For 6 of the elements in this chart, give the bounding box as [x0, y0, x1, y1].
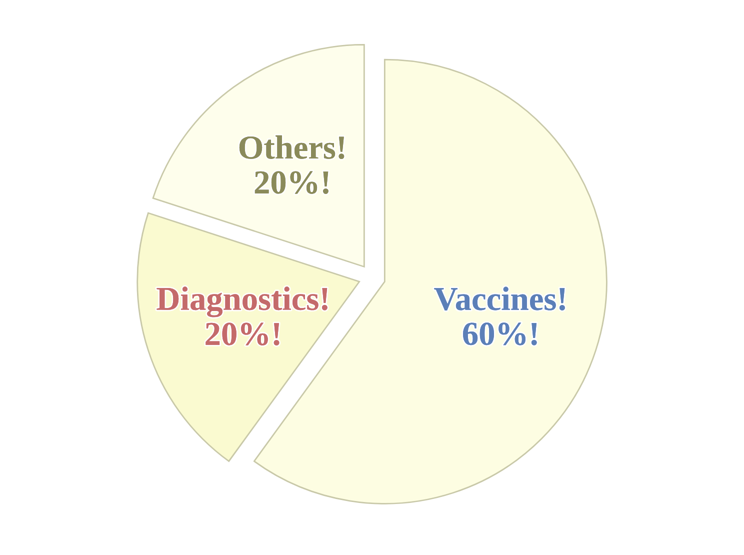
slice-label: Others! [239, 135, 344, 160]
slice-label: Vaccines! [434, 286, 565, 310]
slice-label: Diagnostics! [156, 286, 328, 318]
data-label: 20%! [206, 322, 280, 346]
data-label: 20%! [254, 171, 328, 194]
data-label: 60%! [463, 322, 537, 346]
